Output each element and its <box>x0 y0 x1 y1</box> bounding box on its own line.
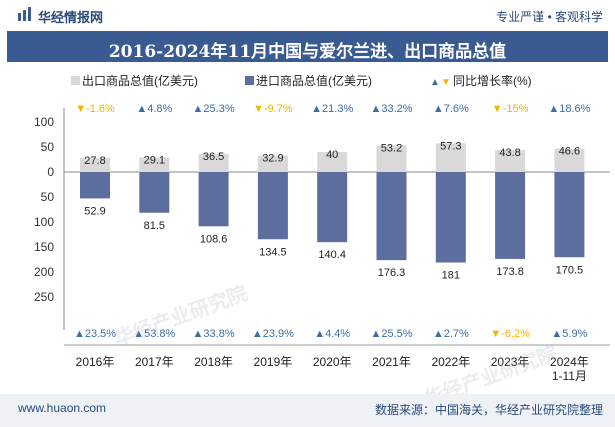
title-bar: 2016-2024年11月中国与爱尔兰进、出口商品总值 <box>7 31 608 62</box>
export-value-label: 57.3 <box>440 140 461 152</box>
import-growth-label: ▲4.4% <box>314 328 350 340</box>
import-value-label: 173.8 <box>496 266 524 278</box>
x-category-label: 2016年 <box>76 355 115 369</box>
export-value-label: 36.5 <box>203 151 224 163</box>
legend-swatch-import <box>245 76 254 85</box>
y-tick-label: 0 <box>47 165 54 179</box>
import-growth-label: ▲23.9% <box>252 328 294 340</box>
website-link[interactable]: www.huaon.com <box>18 401 107 415</box>
legend-label-export: 出口商品总值(亿美元) <box>82 73 198 88</box>
import-growth-label: ▲5.9% <box>551 328 587 340</box>
bar-export <box>198 153 229 172</box>
x-category-label: 2021年 <box>372 355 411 369</box>
y-tick-label: 200 <box>34 265 54 279</box>
import-growth-label: ▲53.8% <box>133 328 175 340</box>
bar-import <box>376 172 407 261</box>
import-growth-label: ▲33.8% <box>193 328 235 340</box>
bar-export <box>317 152 348 172</box>
import-growth-label: ▲23.5% <box>74 328 116 340</box>
data-source: 数据来源：中国海关，华经产业研究院整理 <box>374 403 603 417</box>
x-category-label: 2023年 <box>491 355 530 369</box>
x-category-label: 2019年 <box>254 355 293 369</box>
bar-export <box>495 150 526 172</box>
export-value-label: 32.9 <box>262 153 283 165</box>
top-bar: 华经情报网 专业严谨 • 客观科学 <box>0 0 615 30</box>
legend-label-import: 进口商品总值(亿美元) <box>256 73 372 88</box>
bar-export <box>257 155 288 172</box>
y-tick-label: 250 <box>34 290 54 304</box>
bar-export <box>80 158 110 172</box>
import-growth-label: ▼-6.2% <box>490 328 530 340</box>
bar-import <box>554 172 585 258</box>
import-growth-label: ▲2.7% <box>433 328 469 340</box>
bar-export <box>376 145 407 172</box>
export-growth-label: ▲21.3% <box>311 103 353 115</box>
export-value-label: 29.1 <box>144 154 165 166</box>
import-value-label: 108.6 <box>200 233 228 245</box>
bar-import <box>435 172 466 263</box>
y-tick-label: 100 <box>34 115 54 129</box>
bar-import <box>495 172 526 259</box>
import-value-label: 170.5 <box>556 264 584 276</box>
export-growth-label: ▼-9.7% <box>253 103 293 115</box>
export-growth-label: ▲25.3% <box>193 103 235 115</box>
import-value-label: 134.5 <box>259 246 287 258</box>
import-value-label: 181 <box>442 270 460 282</box>
y-tick-label: 150 <box>34 240 54 254</box>
x-category-label: 1-11月 <box>552 369 587 383</box>
export-value-label: 53.2 <box>381 142 402 154</box>
bar-import <box>80 172 110 199</box>
y-tick-label: 50 <box>41 190 55 204</box>
export-growth-label: ▼-1.6% <box>75 103 115 115</box>
x-category-label: 2020年 <box>313 355 352 369</box>
export-value-label: 43.8 <box>499 147 520 159</box>
export-value-label: 46.6 <box>559 146 580 158</box>
x-category-label: 2017年 <box>135 355 174 369</box>
bar-import <box>317 172 348 243</box>
x-category-label: 2018年 <box>194 355 233 369</box>
footer: www.huaon.com 数据来源：中国海关，华经产业研究院整理 <box>0 394 615 427</box>
bar-export <box>435 143 466 172</box>
import-growth-label: ▲25.5% <box>370 328 412 340</box>
logo-icon <box>18 7 31 21</box>
chart: 出口商品总值(亿美元) 进口商品总值(亿美元) ▲ ▼ 同比增长率(%) 100 50 0 50… <box>34 73 610 383</box>
chart-title: 2016-2024年11月中国与爱尔兰进、出口商品总值 <box>108 42 507 62</box>
legend-down-icon: ▼ <box>441 77 451 88</box>
brand-name: 华经情报网 <box>38 10 104 25</box>
export-value-label: 27.8 <box>84 155 105 167</box>
export-growth-label: ▲33.2% <box>370 103 412 115</box>
tagline: 专业严谨 • 客观科学 <box>496 10 603 24</box>
import-value-label: 81.5 <box>144 220 165 232</box>
export-value-label: 40 <box>326 149 338 161</box>
legend-up-icon: ▲ <box>430 77 440 88</box>
y-tick-label: 50 <box>41 140 55 154</box>
bar-export <box>554 148 585 172</box>
export-growth-label: ▲7.6% <box>433 103 469 115</box>
y-tick-label: 100 <box>34 215 54 229</box>
legend-swatch-export <box>71 76 80 85</box>
export-growth-label: ▼-15% <box>492 103 529 115</box>
x-category-label: 2022年 <box>431 355 470 369</box>
bar-export <box>139 157 170 172</box>
import-value-label: 176.3 <box>378 267 406 279</box>
bar-import <box>257 172 288 240</box>
bar-import <box>198 172 229 227</box>
import-value-label: 140.4 <box>318 249 346 261</box>
export-growth-label: ▲4.8% <box>136 103 172 115</box>
legend-label-growth: 同比增长率(%) <box>453 73 532 88</box>
bar-import <box>139 172 170 213</box>
x-category-label: 2024年 <box>550 355 589 369</box>
import-value-label: 52.9 <box>84 205 105 217</box>
export-growth-label: ▲18.6% <box>548 103 590 115</box>
